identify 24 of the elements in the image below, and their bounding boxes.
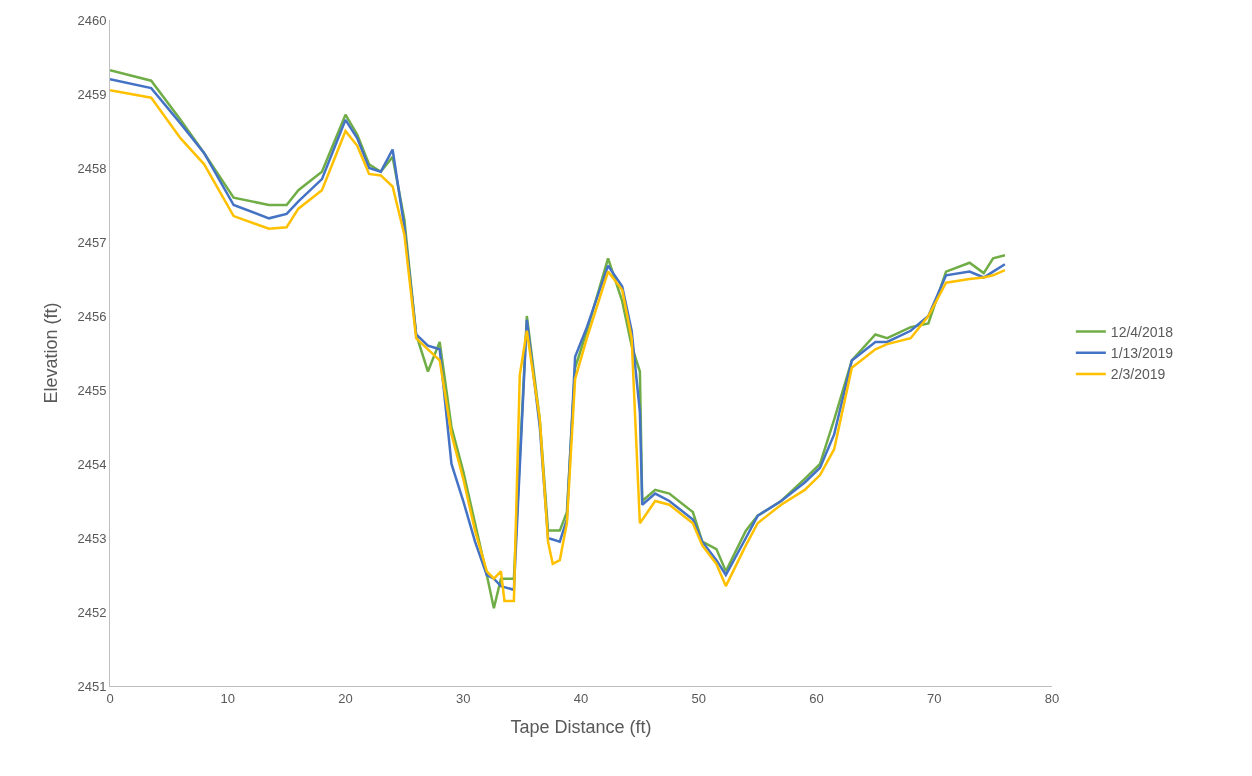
x-axis-title: Tape Distance (ft) xyxy=(510,716,652,737)
x-tick-label: 60 xyxy=(809,690,824,706)
x-tick-label: 40 xyxy=(573,690,589,706)
x-tick-label: 80 xyxy=(1044,690,1060,706)
y-axis-title: Elevation (ft) xyxy=(40,302,61,404)
legend-label: 12/4/2018 xyxy=(1110,324,1174,341)
y-tick-label: 2459 xyxy=(77,86,107,102)
y-tick-label: 2453 xyxy=(77,530,107,546)
x-tick-label: 0 xyxy=(106,690,114,706)
y-tick-label: 2452 xyxy=(77,604,107,620)
y-tick-label: 2456 xyxy=(77,308,107,324)
y-tick-label: 2457 xyxy=(77,234,107,250)
x-tick-label: 10 xyxy=(220,690,235,706)
y-tick-label: 2451 xyxy=(77,678,107,694)
y-tick-label: 2455 xyxy=(77,382,107,398)
legend-label: 2/3/2019 xyxy=(1110,366,1166,383)
x-tick-label: 50 xyxy=(691,690,706,706)
y-tick-label: 2458 xyxy=(77,160,107,176)
x-tick-label: 70 xyxy=(927,690,942,706)
legend-label: 1/13/2019 xyxy=(1110,345,1174,362)
x-tick-label: 30 xyxy=(456,690,471,706)
y-tick-label: 2454 xyxy=(77,456,107,472)
y-tick-label: 2460 xyxy=(77,12,107,28)
x-tick-label: 20 xyxy=(338,690,353,706)
